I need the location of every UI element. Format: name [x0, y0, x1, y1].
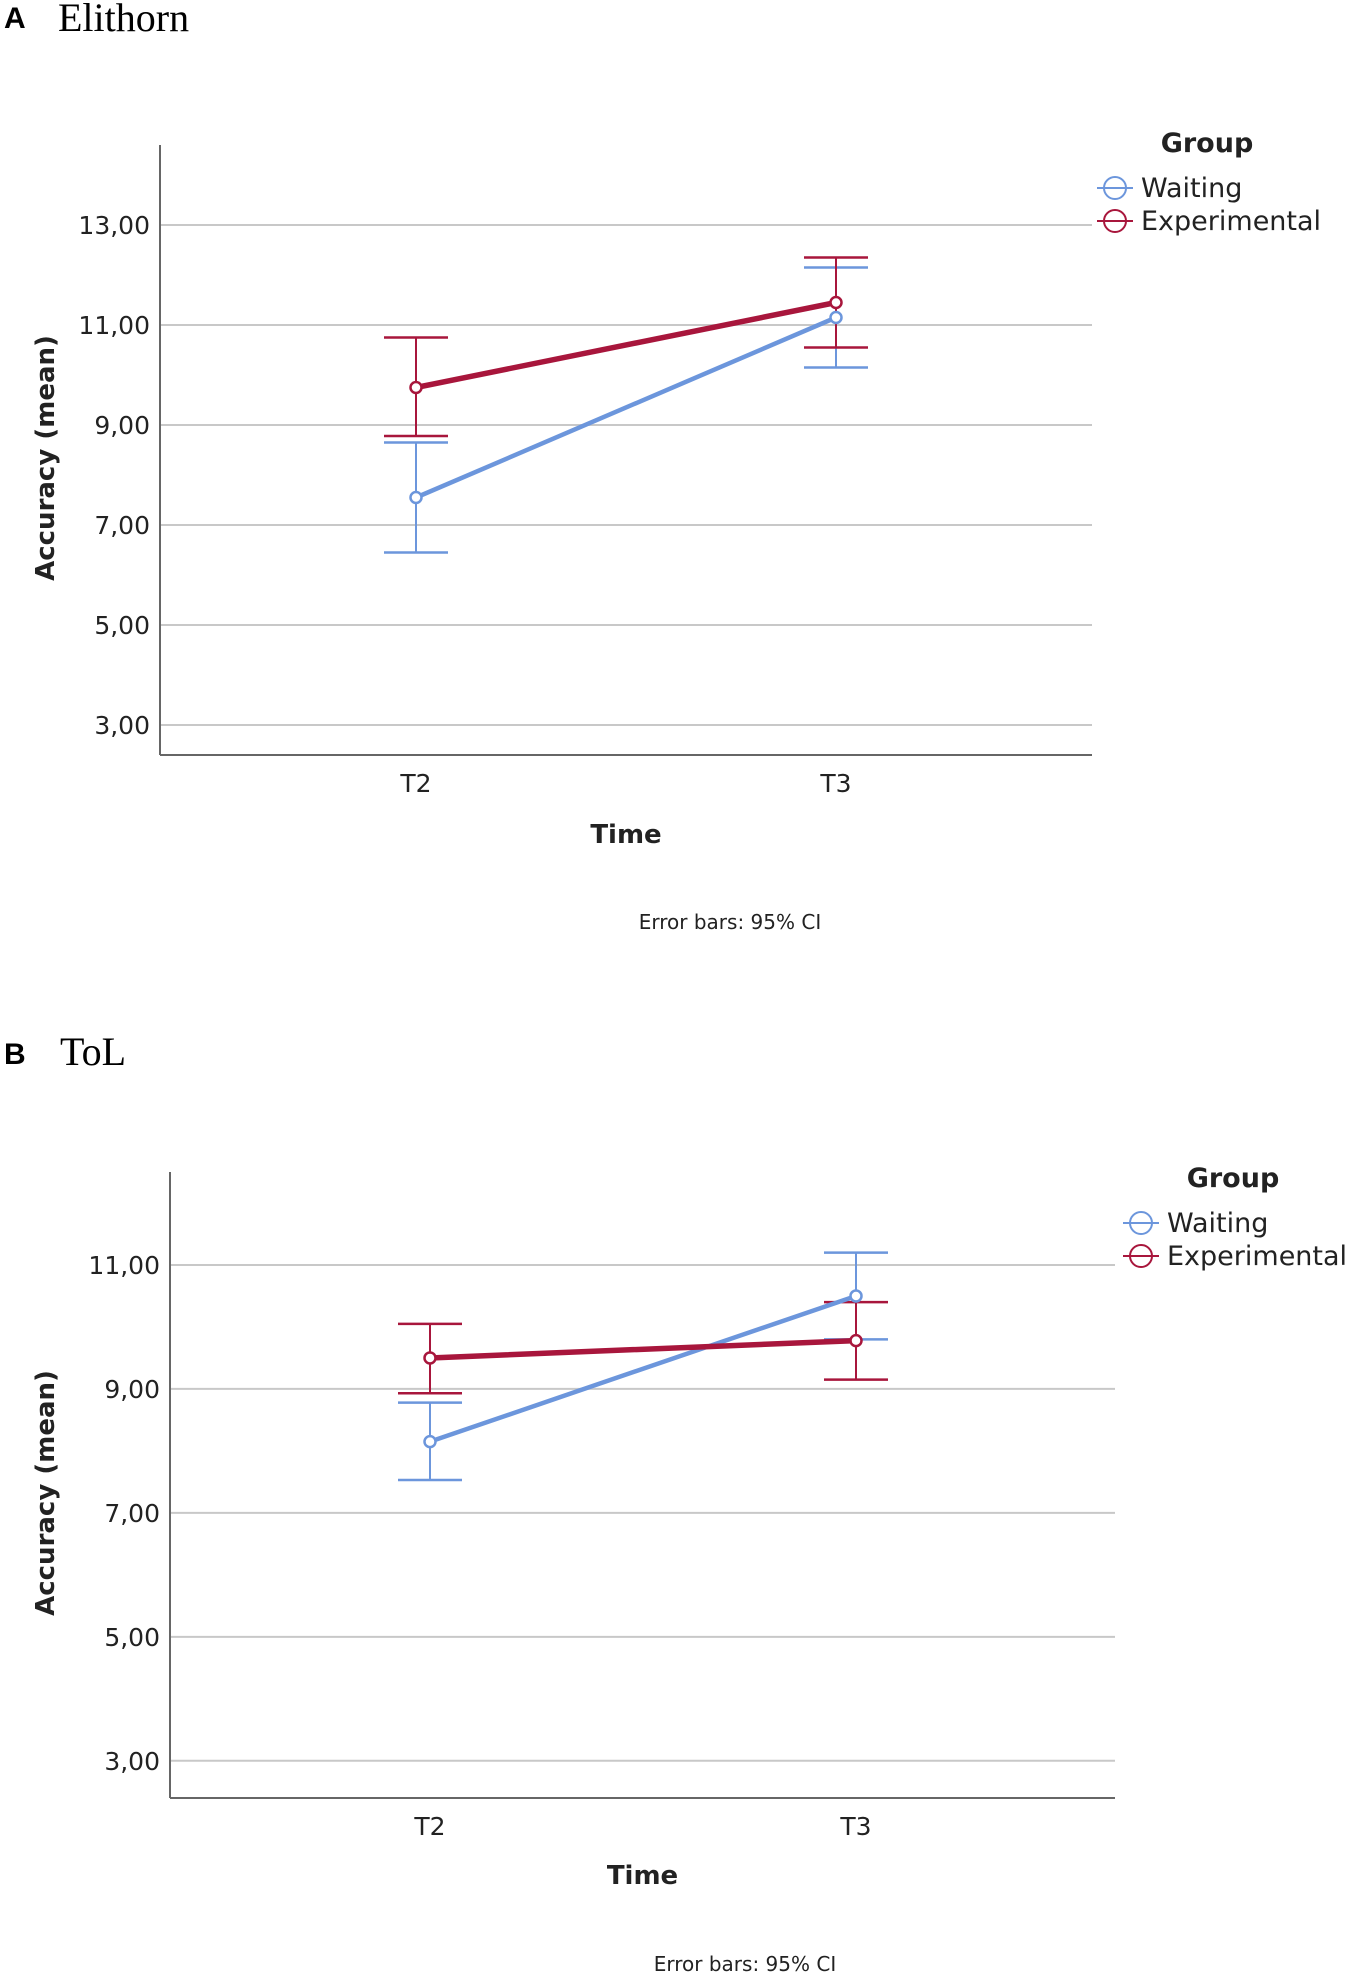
legend-label-waiting: Waiting	[1167, 1208, 1268, 1239]
y-tick-label: 5,00	[94, 611, 150, 640]
waiting-data-point	[423, 1434, 437, 1449]
legend-swatch-marker-waiting	[1103, 176, 1127, 200]
y-tick-label: 3,00	[104, 1747, 160, 1776]
y-tick-label: 3,00	[94, 711, 150, 740]
experimental-data-point	[829, 295, 843, 310]
elithorn-chart: 3,00 5,00 7,00 9,00 11,00 13,00 T2 T3 Time Accura…	[31, 128, 1321, 934]
waiting-series-line	[427, 1293, 859, 1444]
waiting-data-point	[409, 490, 423, 505]
experimental-data-point	[423, 1351, 437, 1365]
x-tick-label: T2	[413, 1812, 445, 1841]
x-tick-label: T3	[839, 1812, 871, 1841]
legend-label-experimental: Experimental	[1167, 1241, 1347, 1272]
experimental-series-line	[413, 299, 839, 391]
y-tick-label: 9,00	[94, 411, 150, 440]
panel-letter: B	[4, 1038, 26, 1071]
legend-swatch-marker-experimental	[1103, 209, 1127, 233]
y-tick-label: 5,00	[104, 1623, 160, 1652]
waiting-data-point	[829, 310, 843, 325]
y-tick-label: 11,00	[88, 1251, 160, 1280]
legend-title: Group	[1187, 1163, 1280, 1194]
legend-title: Group	[1161, 128, 1254, 159]
y-tick-label: 13,00	[78, 211, 150, 240]
experimental-data-point	[849, 1333, 863, 1348]
legend-swatch-marker-experimental	[1129, 1244, 1153, 1268]
x-axis-title: Time	[607, 1861, 678, 1891]
legend-label-waiting: Waiting	[1141, 173, 1242, 204]
panel-elithorn: A Elithorn 3,00 5,00 7,00 9,00 11,00 13,00 T2 T…	[4, 0, 1321, 934]
experimental-data-point	[409, 380, 423, 395]
error-bars-note: Error bars: 95% CI	[639, 910, 821, 934]
error-bars-note: Error bars: 95% CI	[654, 1952, 836, 1976]
panel-title: ToL	[60, 1029, 127, 1074]
x-axis-title: Time	[590, 820, 661, 850]
y-tick-label: 7,00	[94, 511, 150, 540]
waiting-series-line	[413, 315, 839, 500]
x-tick-label: T3	[819, 769, 851, 798]
y-tick-label: 9,00	[104, 1375, 160, 1404]
experimental-series-line	[427, 1337, 859, 1361]
x-tick-label: T2	[399, 769, 431, 798]
legend-swatch-marker-waiting	[1129, 1211, 1153, 1235]
y-tick-label: 7,00	[104, 1499, 160, 1528]
panel-title: Elithorn	[58, 0, 190, 40]
y-tick-label: 11,00	[78, 311, 150, 340]
tol-chart: 3,00 5,00 7,00 9,00 11,00 T2 T3 Time Accuracy (m…	[31, 1163, 1347, 1976]
panel-tol: B ToL 3,00 5,00 7,00 9,00 11,00 T2 T3 Time Accur…	[0, 1020, 1350, 1978]
waiting-data-point	[849, 1289, 863, 1303]
legend-label-experimental: Experimental	[1141, 206, 1321, 237]
y-axis-title: Accuracy (mean)	[31, 1370, 61, 1616]
y-axis-title: Accuracy (mean)	[31, 335, 61, 581]
panel-letter: A	[4, 2, 26, 35]
